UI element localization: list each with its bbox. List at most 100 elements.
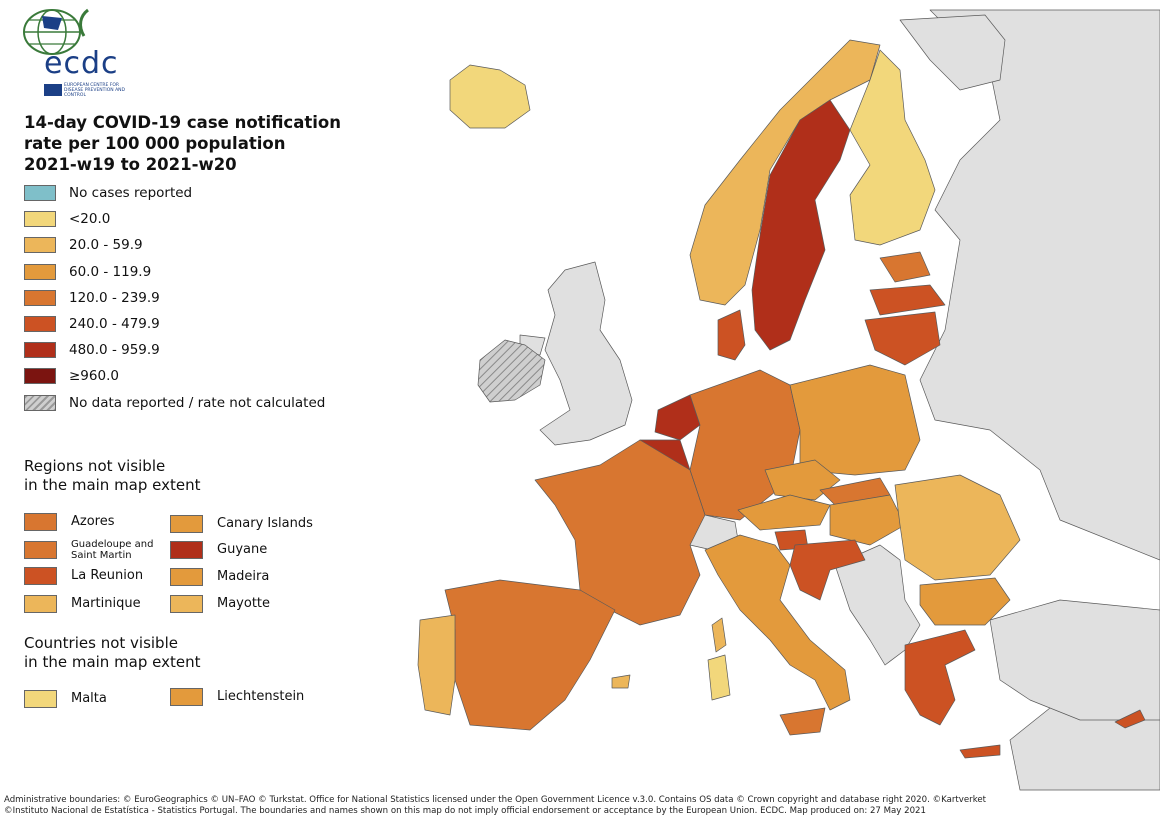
legend-swatch [24, 368, 56, 385]
legend-swatch [24, 316, 56, 333]
region-swatch [170, 541, 203, 559]
attribution-footer: Administrative boundaries: © EuroGeograp… [4, 795, 986, 817]
non-eu-north [899, 14, 1006, 91]
corsica [711, 617, 727, 653]
greece [904, 629, 976, 726]
region-swatch [170, 568, 203, 586]
title-line-3: 2021-w19 to 2021-w20 [24, 155, 237, 174]
legend-swatch [24, 342, 56, 359]
legend-label: 20.0 - 59.9 [69, 237, 143, 254]
legend-label: No cases reported [69, 185, 193, 202]
country-label: Liechtenstein [217, 689, 305, 704]
hungary [829, 494, 906, 546]
legend-label: <20.0 [69, 211, 111, 228]
legend-swatch-hatched [24, 394, 56, 411]
cyprus [1114, 709, 1146, 729]
country-swatch [170, 688, 203, 706]
legend-swatch [24, 211, 56, 228]
bulgaria [919, 577, 1011, 626]
region-swatch [170, 595, 203, 613]
legend-item: 240.0 - 479.9 [24, 311, 325, 337]
country-item: Malta [24, 690, 107, 708]
region-item: Mayotte [170, 595, 270, 613]
legend-swatch [24, 237, 56, 254]
regions-header: Regions not visible in the main map exte… [24, 457, 264, 495]
legend-swatch [24, 289, 56, 306]
portugal [417, 614, 456, 716]
sardinia [707, 654, 731, 701]
country-item: Liechtenstein [170, 688, 304, 706]
legend-label: No data reported / rate not calculated [69, 394, 326, 411]
regions-header-line-2: in the main map extent [24, 476, 201, 494]
non-eu-balkans [834, 544, 921, 666]
balearics [611, 674, 631, 689]
region-swatch [170, 515, 203, 533]
spain [444, 579, 616, 731]
region-label: Azores [71, 514, 115, 529]
ecdc-logo [22, 6, 142, 106]
legend-item: <20.0 [24, 206, 325, 232]
italy [704, 534, 851, 711]
iceland [449, 64, 531, 129]
region-label: Guadeloupe and Saint Martin [71, 539, 154, 561]
ireland [477, 339, 546, 403]
legend-swatch [24, 263, 56, 280]
region-label: Guyane [217, 542, 268, 557]
netherlands [654, 394, 701, 441]
legend-item: 20.0 - 59.9 [24, 232, 325, 258]
regions-header-line-1: Regions not visible [24, 457, 166, 475]
denmark [717, 309, 746, 361]
legend-item: ≥960.0 [24, 363, 325, 389]
legend-label: 480.0 - 959.9 [69, 342, 160, 359]
austria [737, 494, 831, 531]
legend-label: 240.0 - 479.9 [69, 316, 160, 333]
region-label: Madeira [217, 569, 270, 584]
legend: No cases reported <20.0 20.0 - 59.9 60.0… [24, 180, 325, 416]
france [534, 439, 706, 626]
footer-line-1: Administrative boundaries: © EuroGeograp… [4, 795, 987, 805]
countries-header-line-2: in the main map extent [24, 653, 201, 671]
estonia [879, 251, 931, 283]
region-swatch [24, 513, 57, 531]
finland [849, 49, 936, 246]
region-item: Guadeloupe and Saint Martin [24, 539, 171, 561]
region-item: Azores [24, 513, 115, 531]
legend-label: ≥960.0 [69, 368, 119, 385]
lithuania [864, 311, 941, 366]
region-item: Martinique [24, 595, 141, 613]
region-label: Canary Islands [217, 516, 313, 531]
footer-line-2: ©Instituto Nacional de Estatística - Sta… [4, 806, 926, 816]
region-item: Madeira [170, 568, 269, 586]
norway [689, 39, 881, 306]
title-line-1: 14-day COVID-19 case notification [24, 113, 341, 132]
non-eu-turkey [989, 599, 1160, 721]
eu-flag-icon [44, 84, 62, 96]
region-label: La Reunion [71, 568, 144, 583]
region-item: Canary Islands [170, 515, 313, 533]
legend-item: 60.0 - 119.9 [24, 259, 325, 285]
globe-icon [23, 8, 89, 55]
legend-label: 60.0 - 119.9 [69, 263, 152, 280]
legend-item: 480.0 - 959.9 [24, 337, 325, 363]
region-item: La Reunion [24, 567, 143, 585]
legend-item: 120.0 - 239.9 [24, 285, 325, 311]
region-swatch [24, 595, 57, 613]
ecdc-subtitle: EUROPEAN CENTRE FOR DISEASE PREVENTION A… [64, 83, 125, 98]
ecdc-wordmark: ecdc [44, 46, 119, 81]
croatia [789, 539, 866, 601]
sweden [751, 99, 851, 351]
region-swatch [24, 567, 57, 585]
region-item: Guyane [170, 541, 267, 559]
country-swatch [24, 690, 57, 708]
title-line-2: rate per 100 000 population [24, 134, 286, 153]
region-label: Mayotte [217, 596, 271, 611]
sicily [779, 707, 826, 736]
crete [959, 744, 1001, 759]
non-eu-great-britain [539, 261, 633, 446]
legend-item: No data reported / rate not calculated [24, 390, 325, 416]
romania [894, 474, 1021, 581]
legend-swatch [24, 185, 56, 202]
country-label: Malta [71, 691, 107, 706]
region-label: Martinique [71, 596, 141, 611]
countries-header-line-1: Countries not visible [24, 634, 178, 652]
